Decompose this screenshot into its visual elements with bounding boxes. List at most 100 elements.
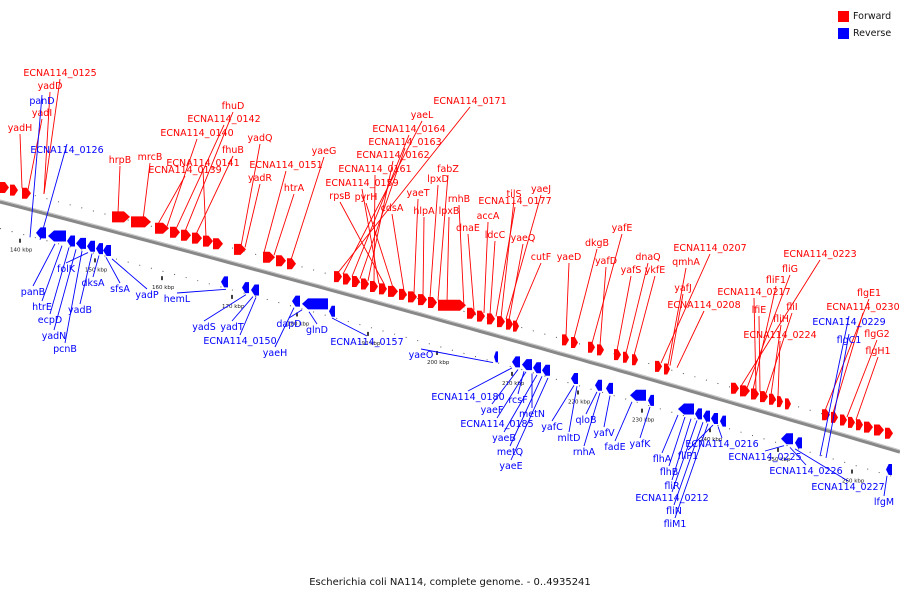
reverse-gene-label-leader <box>883 475 888 497</box>
forward-gene-arrow <box>112 211 130 223</box>
reverse-gene-label-leader <box>661 414 679 454</box>
reverse-gene-label-leader <box>583 392 601 447</box>
reverse-gene-label-leader <box>288 309 303 319</box>
forward-gene-label-leader <box>413 198 419 294</box>
reverse-gene-arrow <box>242 282 249 294</box>
reverse-gene-arrow <box>96 243 103 255</box>
legend: Forward Reverse <box>838 8 891 42</box>
forward-gene-label-leader <box>27 118 43 190</box>
reverse-gene-label-leader <box>717 426 723 439</box>
forward-gene-label: fliF1 <box>766 275 786 286</box>
forward-gene-label-leader <box>508 243 524 321</box>
tick-label: 180 kbp <box>287 321 310 327</box>
reverse-gene-label: rcsF <box>508 395 527 406</box>
tick-label: 150 kbp <box>85 267 108 273</box>
legend-reverse: Reverse <box>838 25 891 42</box>
reverse-gene-label: yaeE <box>499 461 522 472</box>
forward-gene-label-leader <box>753 297 757 391</box>
reverse-gene-label-leader <box>231 296 254 322</box>
forward-gene-label: ECNA114_0161 <box>338 164 411 175</box>
forward-gene-arrow <box>655 360 662 372</box>
forward-gene-arrow <box>399 288 407 300</box>
reverse-gene-label: ECNA114_0225 <box>728 452 801 463</box>
forward-gene-label-leader <box>361 188 380 284</box>
reverse-gene-arrow <box>292 295 300 307</box>
reverse-gene-label: htrE <box>32 302 52 313</box>
reverse-gene-label-leader <box>308 311 318 325</box>
forward-gene-label-leader <box>142 162 151 221</box>
forward-gene-label: yadI <box>32 108 52 119</box>
tick-label: 220 kbp <box>568 399 591 405</box>
forward-gene-arrow <box>751 388 759 400</box>
reverse-gene-label: fliN <box>666 506 682 517</box>
reverse-gene-label: flhB <box>660 467 679 478</box>
forward-gene-label: ECNA114_0164 <box>372 124 445 135</box>
genome-caption: Escherichia coli NA114, complete genome.… <box>309 577 591 588</box>
forward-gene-arrow <box>343 273 351 285</box>
reverse-gene-arrow <box>703 410 710 422</box>
reverse-gene-label: flgC1 <box>837 335 862 346</box>
reverse-gene-label: fliR <box>664 481 680 492</box>
reverse-gene-label: panD <box>29 96 54 107</box>
forward-gene-label-leader <box>599 266 607 346</box>
reverse-gene-label: dksA <box>82 278 105 289</box>
forward-gene-label: flgE1 <box>857 288 881 299</box>
forward-gene-label: yaeJ <box>531 184 551 195</box>
forward-gene-arrow <box>864 421 873 433</box>
forward-gene-arrow <box>234 243 246 255</box>
forward-gene-label-leader <box>422 216 425 297</box>
forward-gene-label: fliH <box>773 314 789 325</box>
forward-gene-label-leader <box>446 216 450 303</box>
forward-gene-arrow <box>785 398 791 410</box>
reverse-gene-label-leader <box>671 418 692 481</box>
forward-gene-arrow <box>155 222 169 234</box>
forward-gene-label: tilS <box>506 189 521 200</box>
reverse-gene-label: ecpD <box>38 315 62 326</box>
reverse-gene-arrow <box>67 235 75 247</box>
reverse-gene-arrow <box>630 389 646 401</box>
reverse-gene-label: yaeF <box>481 405 504 416</box>
reverse-gene-label-leader <box>39 143 68 241</box>
forward-gene-label: lfiE <box>752 305 767 316</box>
reverse-gene-label-leader <box>496 371 527 419</box>
forward-gene-label-leader <box>765 312 793 394</box>
forward-gene-arrow <box>513 320 519 332</box>
reverse-gene-arrow <box>87 240 95 252</box>
reverse-gene-label-leader <box>32 243 56 287</box>
reverse-gene-label: lfgM <box>874 497 894 508</box>
forward-gene-label-leader <box>43 78 61 195</box>
reverse-gene-arrow <box>542 364 550 376</box>
reverse-gene-label-leader <box>764 445 785 452</box>
reverse-gene-arrow <box>76 237 86 249</box>
reverse-gene-arrow <box>329 305 335 317</box>
reverse-gene-label-leader <box>203 294 247 322</box>
forward-gene-label-leader <box>19 133 23 189</box>
forward-gene-label: yaeL <box>411 110 434 121</box>
forward-gene-label-leader <box>263 170 287 253</box>
reverse-gene-label: rnhA <box>573 447 596 458</box>
forward-gene-arrow <box>769 393 776 405</box>
forward-gene-label-leader <box>500 199 515 318</box>
forward-gene-label: yaeG <box>312 146 337 157</box>
forward-gene-arrow <box>760 391 768 403</box>
forward-gene-label: ECNA114_0177 <box>478 196 551 207</box>
reverse-gene-label: yaeH <box>263 348 287 359</box>
reverse-gene-label: yadN <box>42 331 67 342</box>
legend-forward-label: Forward <box>853 11 892 22</box>
reverse-gene-label-leader <box>467 367 513 392</box>
legend-forward: Forward <box>838 8 891 25</box>
forward-gene-label-leader <box>740 259 821 387</box>
forward-gene-label: yafS <box>621 265 642 276</box>
forward-gene-label: yadQ <box>248 133 273 144</box>
forward-gene-label: lpxB <box>439 206 460 217</box>
forward-gene-label-leader <box>758 315 761 392</box>
reverse-gene-label-leader <box>331 317 368 337</box>
reverse-gene-label-leader <box>789 447 807 466</box>
forward-gene-arrow <box>731 382 739 394</box>
forward-gene-arrow <box>614 349 621 361</box>
forward-gene-label-leader <box>669 293 684 366</box>
forward-gene-label-leader <box>290 156 325 260</box>
genome-backbone <box>0 199 900 454</box>
forward-gene-label: ECNA114_0163 <box>368 137 441 148</box>
